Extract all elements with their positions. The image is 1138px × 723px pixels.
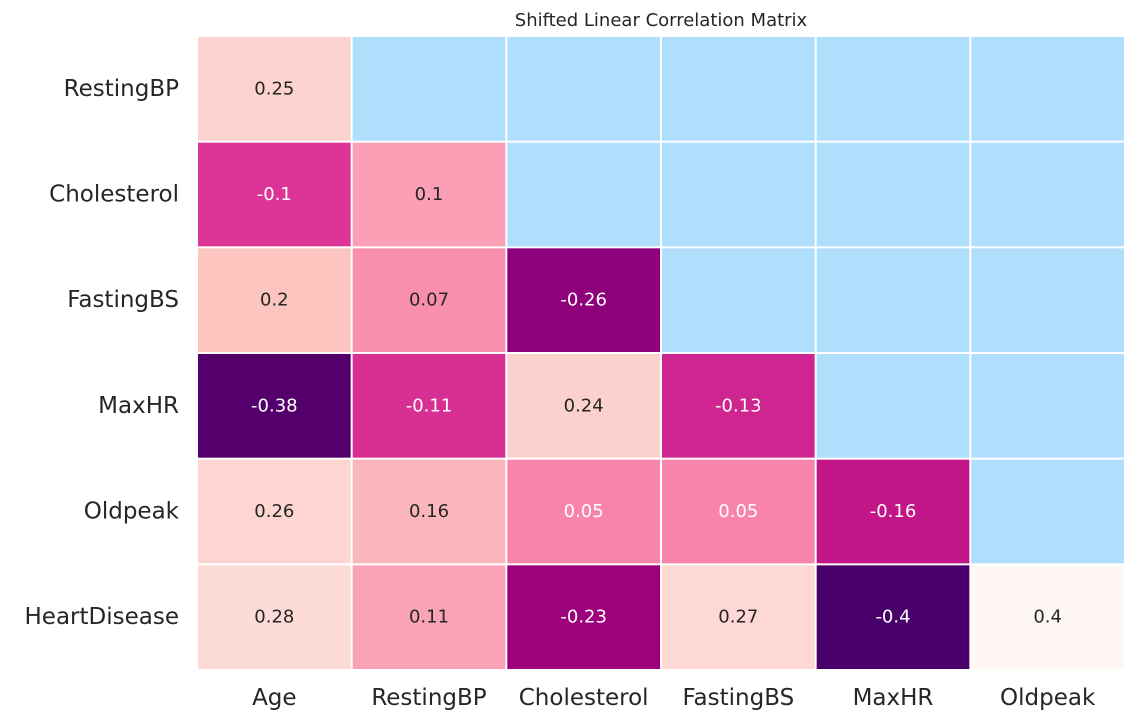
y-tick-label: MaxHR bbox=[98, 393, 179, 419]
x-tick-label: Cholesterol bbox=[519, 685, 649, 711]
heatmap-cell-masked bbox=[662, 37, 815, 141]
heatmap-cell bbox=[352, 354, 506, 458]
heatmap-cell bbox=[198, 565, 351, 669]
heatmap-cell bbox=[352, 565, 506, 669]
heatmap-cell bbox=[507, 459, 660, 564]
heatmap-cell-label: -0.1 bbox=[257, 184, 292, 205]
heatmap-cell-label: 0.2 bbox=[260, 290, 289, 311]
y-tick-label: HeartDisease bbox=[25, 604, 179, 630]
y-tick-label: RestingBP bbox=[64, 76, 179, 102]
heatmap-cell-label: -0.23 bbox=[560, 607, 607, 628]
heatmap-cell-masked bbox=[507, 142, 660, 247]
x-tick-label: Age bbox=[252, 685, 296, 711]
heatmap-cell-masked bbox=[816, 142, 970, 247]
x-tick-label: RestingBP bbox=[371, 685, 486, 711]
x-tick-label: FastingBS bbox=[682, 685, 794, 711]
x-axis-tick-labels: Age RestingBP Cholesterol FastingBS MaxHR Old… bbox=[252, 685, 1096, 711]
heatmap-cell-label: 0.05 bbox=[718, 501, 758, 522]
heatmap-cell-label: -0.13 bbox=[715, 395, 762, 416]
heatmap-cell-label: 0.11 bbox=[409, 607, 449, 628]
heatmap-cell bbox=[507, 248, 660, 352]
heatmap-cell bbox=[662, 354, 815, 458]
heatmap-cell bbox=[198, 354, 351, 458]
heatmap-cell-masked bbox=[971, 248, 1124, 352]
heatmap-cell-masked bbox=[816, 37, 970, 141]
chart-title: Shifted Linear Correlation Matrix bbox=[515, 10, 808, 31]
heatmap-cell bbox=[662, 565, 815, 669]
heatmap-cell-label: 0.27 bbox=[718, 607, 758, 628]
heatmap-cell-label: 0.26 bbox=[254, 501, 294, 522]
y-axis-tick-labels: RestingBP Cholesterol FastingBS MaxHR Oldpea… bbox=[25, 76, 180, 630]
y-tick-label: Oldpeak bbox=[84, 499, 180, 525]
heatmap-cell bbox=[198, 459, 351, 564]
heatmap-cell-masked bbox=[662, 248, 815, 352]
heatmap-cell-label: 0.24 bbox=[564, 395, 604, 416]
heatmap-cell bbox=[507, 565, 660, 669]
heatmap-cell bbox=[352, 142, 506, 247]
heatmap-cell-label: -0.16 bbox=[870, 501, 917, 522]
heatmap-cell-masked bbox=[662, 142, 815, 247]
heatmap-cell-masked bbox=[971, 37, 1124, 141]
heatmap-cell-label: 0.25 bbox=[254, 78, 294, 99]
heatmap-cell bbox=[198, 248, 351, 352]
heatmap-cell bbox=[352, 459, 506, 564]
heatmap-cells bbox=[198, 37, 1124, 669]
heatmap-cell bbox=[816, 459, 970, 564]
heatmap-cell-label: 0.16 bbox=[409, 501, 449, 522]
heatmap-cell-label: -0.11 bbox=[406, 395, 453, 416]
heatmap-cell bbox=[971, 565, 1124, 669]
heatmap-cell bbox=[198, 142, 351, 247]
heatmap-cell bbox=[662, 459, 815, 564]
heatmap-cell-label: 0.1 bbox=[415, 184, 444, 205]
heatmap-cell bbox=[198, 37, 351, 141]
heatmap-cell-label: 0.05 bbox=[564, 501, 604, 522]
heatmap-cell-label: -0.26 bbox=[560, 290, 607, 311]
heatmap-cell-label: 0.07 bbox=[409, 290, 449, 311]
heatmap-cell bbox=[816, 565, 970, 669]
x-tick-label: Oldpeak bbox=[1000, 685, 1096, 711]
y-tick-label: Cholesterol bbox=[49, 182, 179, 208]
heatmap-cell bbox=[352, 248, 506, 352]
x-tick-label: MaxHR bbox=[853, 685, 934, 711]
heatmap-cell-masked bbox=[971, 459, 1124, 564]
heatmap-cell-masked bbox=[971, 354, 1124, 458]
heatmap-cell-label: -0.4 bbox=[875, 607, 910, 628]
heatmap-cell-masked bbox=[971, 142, 1124, 247]
y-tick-label: FastingBS bbox=[67, 287, 179, 313]
heatmap-cell-masked bbox=[507, 37, 660, 141]
heatmap-cell-label: 0.4 bbox=[1033, 607, 1062, 628]
heatmap-cell-label: -0.38 bbox=[251, 395, 298, 416]
heatmap-cell-masked bbox=[816, 248, 970, 352]
heatmap-cell-masked bbox=[816, 354, 970, 458]
heatmap-cell-labels: 0.25 -0.1 0.1 0.2 0.07 -0.26 -0.38 -0.11 0.24 -0.… bbox=[251, 78, 1062, 627]
heatmap-cell-masked bbox=[352, 37, 506, 141]
heatmap-cell-label: 0.28 bbox=[254, 607, 294, 628]
heatmap-cell bbox=[507, 354, 660, 458]
